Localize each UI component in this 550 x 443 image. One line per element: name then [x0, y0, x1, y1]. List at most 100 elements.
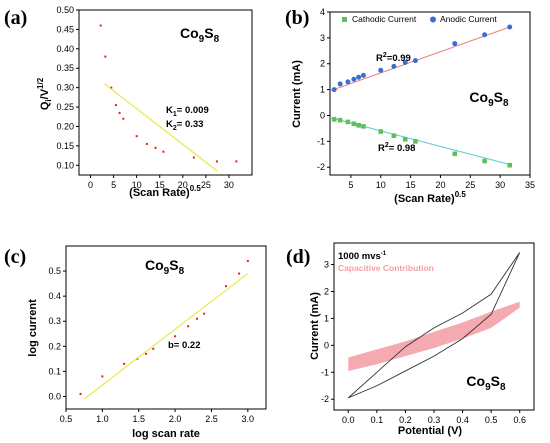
x-tick-label: 2.0: [169, 414, 182, 424]
y-tick-label: 0.35: [56, 63, 74, 73]
y-tick-label: 0.50: [56, 5, 74, 15]
x-tick-label: 0.3: [428, 415, 441, 425]
data-point: [507, 24, 513, 30]
data-point: [145, 142, 148, 145]
data-point: [391, 63, 397, 69]
y-tick-label: 0.40: [56, 44, 74, 54]
y-tick-label: 0: [324, 340, 329, 350]
x-tick-label: 1.5: [132, 414, 145, 424]
data-point: [225, 285, 227, 288]
data-point: [174, 335, 177, 338]
y-tick-label: 0.5: [48, 266, 61, 276]
data-point: [195, 317, 198, 320]
y-tick-label: 4: [320, 7, 325, 17]
panel-c-frame: [65, 245, 267, 410]
x-tick-label: 0.1: [371, 415, 384, 425]
data-point: [360, 72, 366, 78]
panel-d: (d) 0.0 0.1 0.2 0.3 0.4 0.5 0.6 -2 -1 0 1 2 3 1000 m…: [286, 242, 535, 437]
data-point: [351, 76, 357, 82]
panel-d-ylabel: Current (mA): [309, 292, 321, 360]
panel-d-xlabel: Potential (V): [398, 425, 463, 437]
x-tick-label: 1.0: [96, 414, 109, 424]
panel-c-label: (c): [4, 246, 26, 268]
data-point: [391, 133, 397, 138]
panel-a-ylabel: Qi/V1/2: [36, 77, 53, 110]
y-tick-label: 0.2: [48, 341, 61, 351]
data-point: [235, 160, 238, 163]
x-tick-label: 2.5: [205, 414, 218, 424]
y-tick-label: 0.10: [56, 160, 74, 170]
x-tick-label: 15: [406, 180, 416, 190]
data-point: [507, 162, 513, 168]
y-tick-label: 0.20: [56, 121, 74, 131]
panel-b-r2-cathodic: R2= 0.98: [378, 142, 415, 154]
y-tick-label: 3: [320, 33, 325, 43]
data-point: [412, 58, 418, 64]
y-tick-label: 2: [320, 59, 325, 69]
data-point: [331, 117, 337, 122]
panel-b-frame: [329, 11, 531, 176]
data-point: [152, 347, 155, 350]
data-point: [238, 272, 241, 275]
cv-curve: [347, 252, 521, 399]
data-point: [452, 151, 458, 157]
data-point: [162, 150, 165, 153]
x-tick-label: 0.6: [513, 415, 526, 425]
data-point: [402, 136, 408, 142]
panel-a-compound: Co9S8: [180, 25, 220, 45]
data-point: [356, 123, 361, 128]
x-tick-label: 25: [465, 180, 475, 190]
x-tick-label: 35: [525, 180, 535, 190]
x-tick-label: 25: [201, 180, 211, 190]
data-point: [402, 59, 408, 65]
y-tick-label: 0.0: [48, 391, 61, 401]
data-point: [110, 86, 113, 89]
data-point: [187, 325, 190, 328]
data-point: [114, 104, 117, 107]
y-tick-label: 0.4: [48, 291, 61, 301]
y-tick-label: -2: [317, 162, 325, 172]
legend-cathodic-marker: [342, 17, 347, 22]
data-point: [215, 160, 218, 163]
data-point: [331, 87, 337, 93]
data-point: [203, 312, 206, 315]
panel-c-b-value: b= 0.22: [168, 340, 200, 351]
data-point: [135, 135, 138, 138]
x-tick-label: 0.5: [485, 415, 498, 425]
data-point: [118, 111, 121, 114]
fit-line: [329, 25, 513, 92]
y-tick-label: 1: [320, 85, 325, 95]
x-tick-label: 30: [224, 180, 234, 190]
panel-b-compound: Co9S8: [469, 89, 509, 109]
panel-d-label: (d): [286, 246, 310, 268]
data-point: [413, 139, 418, 144]
data-point: [145, 352, 147, 355]
panel-b: (b) 5 10 15 20 25 30 35 -2 -1 0 1 2 3 4 Cathodic Curr…: [285, 7, 535, 205]
y-tick-label: 0.25: [56, 102, 74, 112]
x-tick-label: 5: [348, 180, 353, 190]
x-tick-label: 20: [435, 180, 445, 190]
data-point: [452, 41, 458, 47]
data-point: [356, 74, 362, 80]
x-tick-label: 20: [178, 180, 188, 190]
x-tick-label: 3.0: [242, 414, 255, 424]
data-point: [122, 117, 125, 120]
panel-a-k2: K2= 0.33: [166, 119, 203, 132]
panel-a-xlabel: (Scan Rate)0.5: [129, 184, 201, 199]
x-tick-label: 0.2: [399, 415, 412, 425]
y-tick-label: 0.45: [56, 24, 74, 34]
panel-a: (a) 0 5 10 15 20 25 30 0.10 0.15 0.20 0.25 0.30 0.35…: [4, 5, 253, 199]
x-tick-label: 0.5: [60, 414, 73, 424]
x-tick-label: 15: [155, 180, 165, 190]
panel-c: (c) 0.5 1.0 1.5 2.0 2.5 3.0 0.0 0.1 0.2 0.3 0.4 0.5…: [4, 245, 267, 440]
panel-b-legend: Cathodic Current Anodic Current: [342, 14, 497, 24]
panel-d-scan-rate: 1000 mvs-1: [338, 251, 387, 262]
data-point: [378, 129, 384, 134]
data-point: [246, 260, 249, 263]
x-tick-label: 10: [132, 180, 142, 190]
data-point: [337, 81, 343, 87]
x-tick-label: 0.4: [456, 415, 469, 425]
panel-c-xlabel: log scan rate: [132, 428, 200, 440]
y-tick-label: 1: [324, 313, 329, 323]
